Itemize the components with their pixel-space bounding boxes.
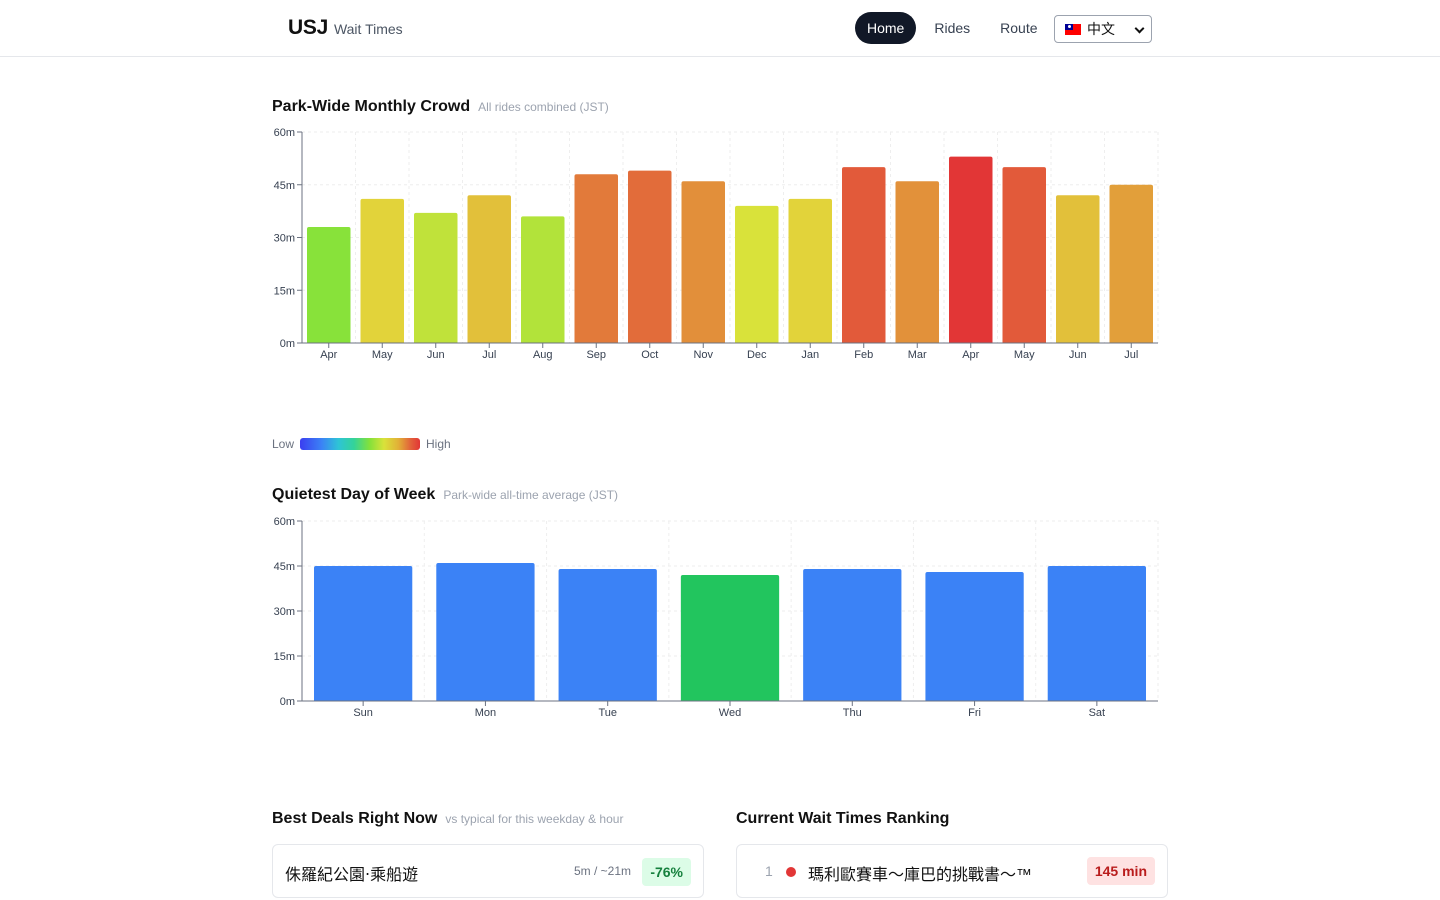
- x-tick-label: Oct: [641, 349, 658, 361]
- y-tick-label: 0m: [280, 338, 295, 350]
- x-tick-label: May: [372, 349, 393, 361]
- best-deals-subtitle: vs typical for this weekday & hour: [445, 812, 624, 826]
- y-tick-label: 30m: [274, 606, 295, 618]
- main-nav: Home Rides Route: [855, 12, 1056, 44]
- x-tick-label: Dec: [747, 349, 767, 361]
- ranking-heading: Current Wait Times Ranking: [736, 810, 949, 828]
- bar-jun[interactable]: [1056, 195, 1100, 343]
- y-tick-label: 60m: [274, 516, 295, 528]
- deal-wait-comparison: 5m / ~21m: [573, 864, 631, 878]
- rank-wait-badge: 145 min: [1086, 857, 1155, 885]
- best-deals-heading: Best Deals Right Now vs typical for this…: [272, 810, 623, 828]
- ranking-card[interactable]: 1 瑪利歐賽車～庫巴的挑戰書～™ 145 min: [736, 844, 1168, 898]
- x-tick-label: Aug: [533, 349, 553, 361]
- bar-fri[interactable]: [925, 572, 1024, 701]
- bar-jan[interactable]: [788, 198, 833, 343]
- y-tick-label: 15m: [274, 651, 295, 663]
- crowd-legend: Low High: [272, 437, 451, 451]
- deal-ride-name: 侏羅紀公園‧乘船遊: [285, 867, 419, 884]
- legend-low-label: Low: [272, 437, 295, 451]
- bar-aug[interactable]: [521, 216, 565, 343]
- x-tick-label: Jun: [427, 349, 445, 361]
- x-tick-label: Nov: [693, 349, 713, 361]
- bar-apr[interactable]: [949, 156, 993, 343]
- deal-percent-badge: -76%: [642, 858, 691, 886]
- weekday-subtitle: Park-wide all-time average (JST): [443, 488, 619, 502]
- bar-oct[interactable]: [628, 170, 672, 343]
- x-tick-label: Thu: [843, 707, 862, 719]
- nav-route[interactable]: Route: [1000, 20, 1038, 36]
- deal-card[interactable]: 侏羅紀公園‧乘船遊 5m / ~21m -76%: [272, 844, 704, 898]
- nav-rides[interactable]: Rides: [934, 20, 971, 36]
- x-tick-label: Mon: [475, 707, 496, 719]
- legend-high-label: High: [426, 437, 451, 451]
- y-tick-label: 15m: [274, 285, 295, 297]
- x-tick-label: Mar: [908, 349, 927, 361]
- brand-subtitle: Wait Times: [333, 21, 403, 37]
- top-nav-bar: USJ Wait Times Home Rides Route 中文: [0, 0, 1440, 57]
- status-dot-icon: [786, 867, 796, 877]
- bar-may[interactable]: [1002, 167, 1047, 343]
- legend-gradient: [300, 438, 421, 450]
- monthly-crowd-title: Park-Wide Monthly Crowd: [272, 98, 471, 115]
- bar-nov[interactable]: [681, 181, 726, 343]
- x-tick-label: May: [1014, 349, 1035, 361]
- ranking-title: Current Wait Times Ranking: [736, 810, 950, 827]
- y-tick-label: 45m: [274, 180, 295, 192]
- x-tick-label: Jan: [801, 349, 819, 361]
- taiwan-flag-icon: [1065, 23, 1081, 35]
- bar-sat[interactable]: [1047, 566, 1146, 701]
- x-tick-label: Sat: [1089, 707, 1106, 719]
- x-tick-label: Apr: [962, 349, 979, 361]
- nav-home[interactable]: Home: [855, 12, 917, 44]
- rank-number: 1: [765, 863, 773, 879]
- weekday-chart: 0m 15m 30m 45m 60m Sun Mon Tue Wed Thu Fri Sat: [274, 516, 1159, 719]
- bar-may[interactable]: [360, 198, 405, 343]
- bar-jun[interactable]: [414, 212, 458, 343]
- x-tick-label: Sep: [586, 349, 606, 361]
- bar-dec[interactable]: [735, 205, 779, 343]
- x-tick-label: Jul: [1124, 349, 1138, 361]
- y-tick-label: 60m: [274, 127, 295, 139]
- weekday-heading: Quietest Day of Week Park-wide all-time …: [272, 486, 618, 504]
- bar-apr[interactable]: [307, 226, 351, 343]
- weekday-title: Quietest Day of Week: [272, 486, 436, 503]
- x-tick-label: Apr: [320, 349, 337, 361]
- brand-logo[interactable]: USJ Wait Times: [288, 16, 403, 40]
- bar-wed[interactable]: [680, 575, 780, 701]
- monthly-crowd-heading: Park-Wide Monthly Crowd All rides combin…: [272, 98, 609, 116]
- x-tick-label: Tue: [598, 707, 617, 719]
- bar-sun[interactable]: [314, 566, 413, 701]
- bar-feb[interactable]: [842, 167, 886, 343]
- x-tick-label: Jul: [482, 349, 496, 361]
- monthly-crowd-chart: 0m 15m 30m 45m 60m Apr May Jun Jul Aug Sep Oct Nov De…: [274, 127, 1159, 361]
- x-tick-label: Sun: [353, 707, 373, 719]
- monthly-crowd-subtitle: All rides combined (JST): [478, 100, 609, 114]
- bar-mon[interactable]: [436, 563, 535, 701]
- language-label: 中文: [1087, 21, 1115, 37]
- bar-mar[interactable]: [895, 181, 940, 343]
- bar-sep[interactable]: [574, 174, 619, 343]
- y-tick-label: 30m: [274, 233, 295, 245]
- x-tick-label: Wed: [719, 707, 741, 719]
- bar-thu[interactable]: [803, 569, 902, 701]
- best-deals-title: Best Deals Right Now: [272, 810, 438, 827]
- bar-jul[interactable]: [467, 195, 512, 343]
- language-select[interactable]: 中文: [1054, 15, 1152, 43]
- bar-jul[interactable]: [1109, 184, 1154, 343]
- y-tick-label: 45m: [274, 561, 295, 573]
- rank-ride-name: 瑪利歐賽車～庫巴的挑戰書～™: [808, 867, 1033, 884]
- x-tick-label: Feb: [854, 349, 873, 361]
- x-tick-label: Jun: [1069, 349, 1087, 361]
- y-tick-label: 0m: [280, 696, 295, 708]
- x-tick-label: Fri: [968, 707, 981, 719]
- brand-title: USJ: [288, 16, 328, 39]
- bar-tue[interactable]: [558, 569, 657, 701]
